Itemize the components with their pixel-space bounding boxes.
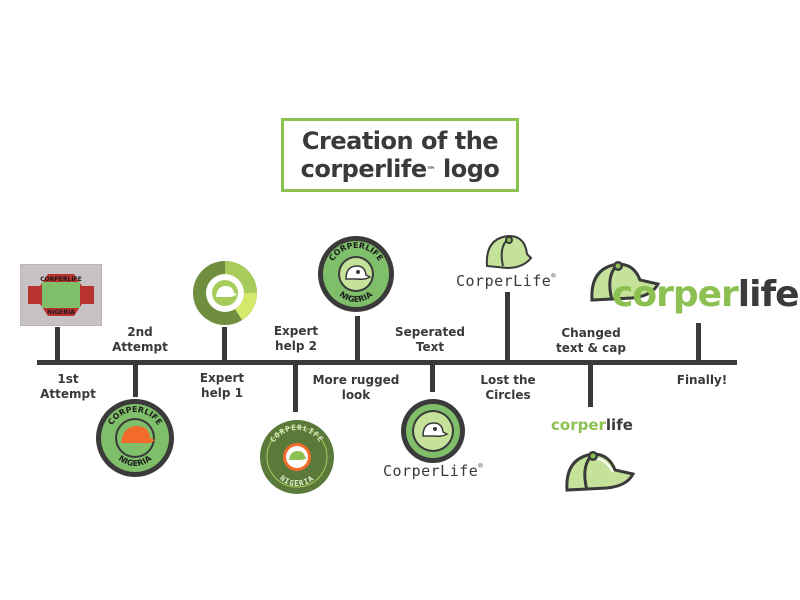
wordmark-changed-text: corperlife bbox=[551, 416, 633, 434]
cap-icon bbox=[289, 451, 307, 460]
title-line-1: Creation of the bbox=[301, 127, 499, 155]
label-1st-attempt: 1st Attempt bbox=[40, 372, 96, 401]
logo-expert-help-2: CORPERLIFE NIGERIA bbox=[260, 420, 334, 494]
label-lost-circles: Lost the Circles bbox=[480, 373, 536, 402]
svg-text:NIGERIA: NIGERIA bbox=[338, 289, 375, 304]
logo-changed-cap bbox=[565, 451, 636, 492]
wordmark-lost-circles: CorperLife® bbox=[456, 272, 557, 290]
tick-finally bbox=[696, 323, 701, 362]
logo-lost-circles bbox=[485, 234, 533, 270]
tick-more-rugged bbox=[355, 316, 360, 362]
title-brand: corperlife bbox=[300, 155, 428, 183]
logo-expert-help-1 bbox=[193, 261, 257, 325]
label-2nd-attempt: 2nd Attempt bbox=[112, 325, 168, 354]
timeline-axis bbox=[37, 360, 737, 365]
tick-seperated-text bbox=[430, 362, 435, 392]
title-line-2: corperlife™ logo bbox=[301, 155, 500, 183]
tick-1st-attempt bbox=[55, 327, 60, 362]
title-rest: logo bbox=[435, 155, 500, 183]
label-more-rugged: More rugged look bbox=[312, 373, 400, 402]
cap-icon bbox=[216, 286, 237, 297]
label-changed-text: Changed text & cap bbox=[556, 326, 626, 355]
orange-cap-icon bbox=[121, 426, 155, 444]
title-trademark: ™ bbox=[426, 166, 436, 176]
svg-text:NIGERIA: NIGERIA bbox=[278, 473, 316, 488]
logo-more-rugged: CORPERLIFE NIGERIA bbox=[318, 236, 394, 312]
wordmark-final: corperlife bbox=[612, 274, 800, 315]
label-seperated-text: Seperated Text bbox=[395, 325, 465, 354]
logo-seperated-text bbox=[401, 399, 465, 463]
logo-attempt-1: CORPERLIFE NIGERIA bbox=[20, 264, 102, 326]
logo-attempt-2: CORPERLIFE NIGERIA bbox=[96, 399, 174, 477]
label-expert-help-2: Expert help 2 bbox=[273, 324, 319, 353]
attempt-1-top-text: CORPERLIFE bbox=[40, 276, 82, 283]
tick-changed-text bbox=[588, 362, 593, 407]
wordmark-seperated: CorperLife® bbox=[383, 462, 484, 480]
attempt-1-bottom-text: NIGERIA bbox=[47, 309, 75, 316]
logo-final-cap bbox=[590, 261, 661, 302]
tick-expert-help-2 bbox=[293, 362, 298, 412]
tick-2nd-attempt bbox=[133, 362, 138, 397]
title-box: Creation of the corperlife™ logo bbox=[281, 118, 519, 192]
label-expert-help-1: Expert help 1 bbox=[199, 371, 245, 400]
svg-text:NIGERIA: NIGERIA bbox=[117, 453, 154, 468]
tick-expert-help-1 bbox=[222, 327, 227, 362]
tick-lost-circles bbox=[505, 292, 510, 362]
label-finally: Finally! bbox=[676, 373, 728, 387]
